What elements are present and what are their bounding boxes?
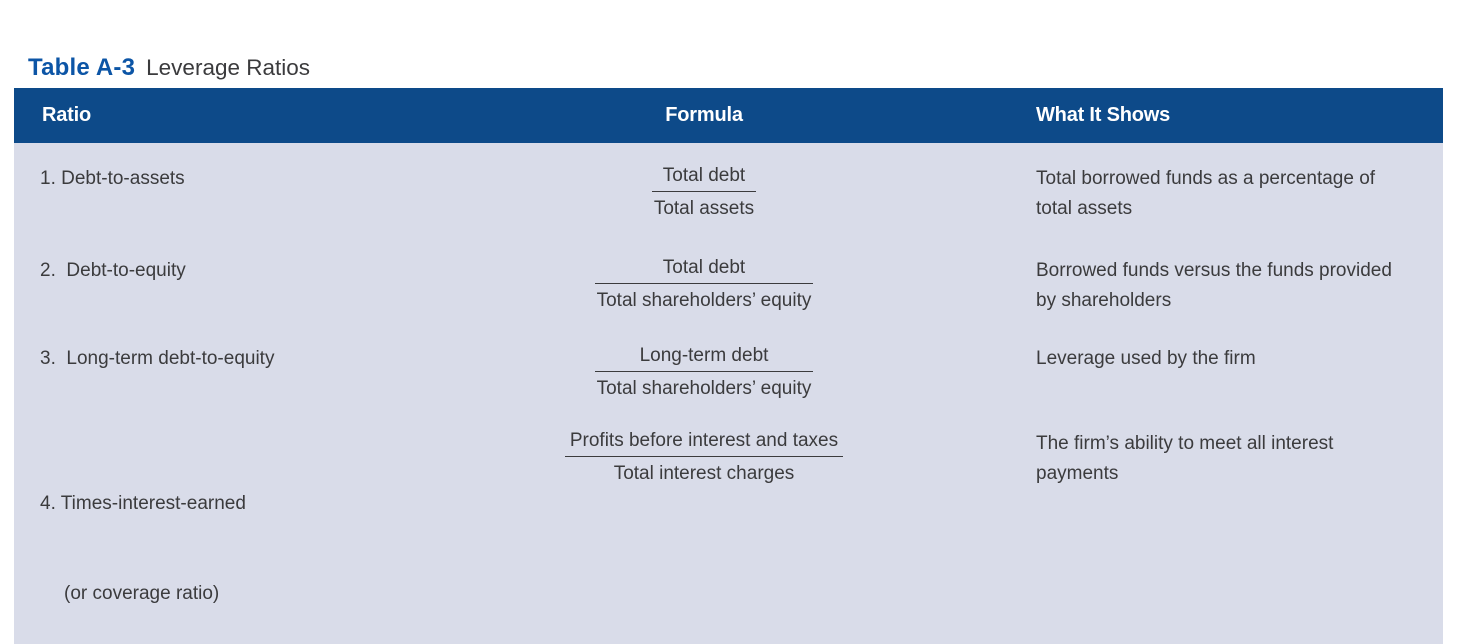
- formula-numerator: Long-term debt: [594, 342, 814, 372]
- what-it-shows-text: Borrowed funds versus the funds provided…: [1036, 260, 1392, 311]
- formula-fraction: Total debt Total assets: [651, 162, 757, 222]
- table-body: 1. Debt-to-assets Total debt Total asset…: [14, 143, 1443, 644]
- formula-denominator: Total assets: [653, 198, 755, 219]
- column-header-ratio: Ratio: [42, 104, 92, 126]
- what-it-shows-text: Total borrowed funds as a percentage of …: [1036, 168, 1376, 219]
- table-row: 3. Long-term debt-to-equity Long-term de…: [14, 331, 1443, 416]
- formula-numerator: Profits before interest and taxes: [564, 427, 844, 457]
- ratio-label: 1. Debt-to-assets: [40, 168, 185, 189]
- formula-denominator: Total shareholders’ equity: [596, 290, 812, 311]
- table-row: 2. Debt-to-equity Total debt Total share…: [14, 243, 1443, 331]
- formula-fraction: Long-term debt Total shareholders’ equit…: [594, 342, 814, 402]
- formula-numerator: Total debt: [651, 162, 757, 192]
- table-title: Table A-3 Leverage Ratios: [28, 54, 310, 82]
- ratio-label-line1: 4. Times-interest-earned: [40, 493, 246, 514]
- table-title-text: Leverage Ratios: [146, 55, 311, 80]
- formula-denominator: Total interest charges: [613, 463, 795, 484]
- leverage-ratios-table: Ratio Formula What It Shows 1. Debt-to-a…: [14, 88, 1443, 644]
- ratio-label: 2. Debt-to-equity: [40, 260, 186, 281]
- table-row: 4. Times-interest-earned (or coverage ra…: [14, 416, 1443, 644]
- table-header-row: Ratio Formula What It Shows: [14, 88, 1443, 143]
- ratio-label-line2: (or coverage ratio): [64, 583, 220, 604]
- column-header-what-it-shows: What It Shows: [1036, 104, 1171, 126]
- formula-numerator: Total debt: [594, 254, 814, 284]
- table-title-label: Table A-3: [28, 54, 136, 81]
- what-it-shows-text: The firm’s ability to meet all interest …: [1036, 433, 1334, 484]
- formula-denominator: Total shareholders’ equity: [596, 378, 812, 399]
- table-row: 1. Debt-to-assets Total debt Total asset…: [14, 151, 1443, 243]
- column-header-formula: Formula: [665, 104, 743, 126]
- formula-fraction: Profits before interest and taxes Total …: [564, 427, 844, 487]
- what-it-shows-text: Leverage used by the firm: [1036, 348, 1256, 369]
- formula-fraction: Total debt Total shareholders’ equity: [594, 254, 814, 314]
- ratio-label: 3. Long-term debt-to-equity: [40, 348, 275, 369]
- ratio-label: 4. Times-interest-earned (or coverage ra…: [14, 416, 394, 644]
